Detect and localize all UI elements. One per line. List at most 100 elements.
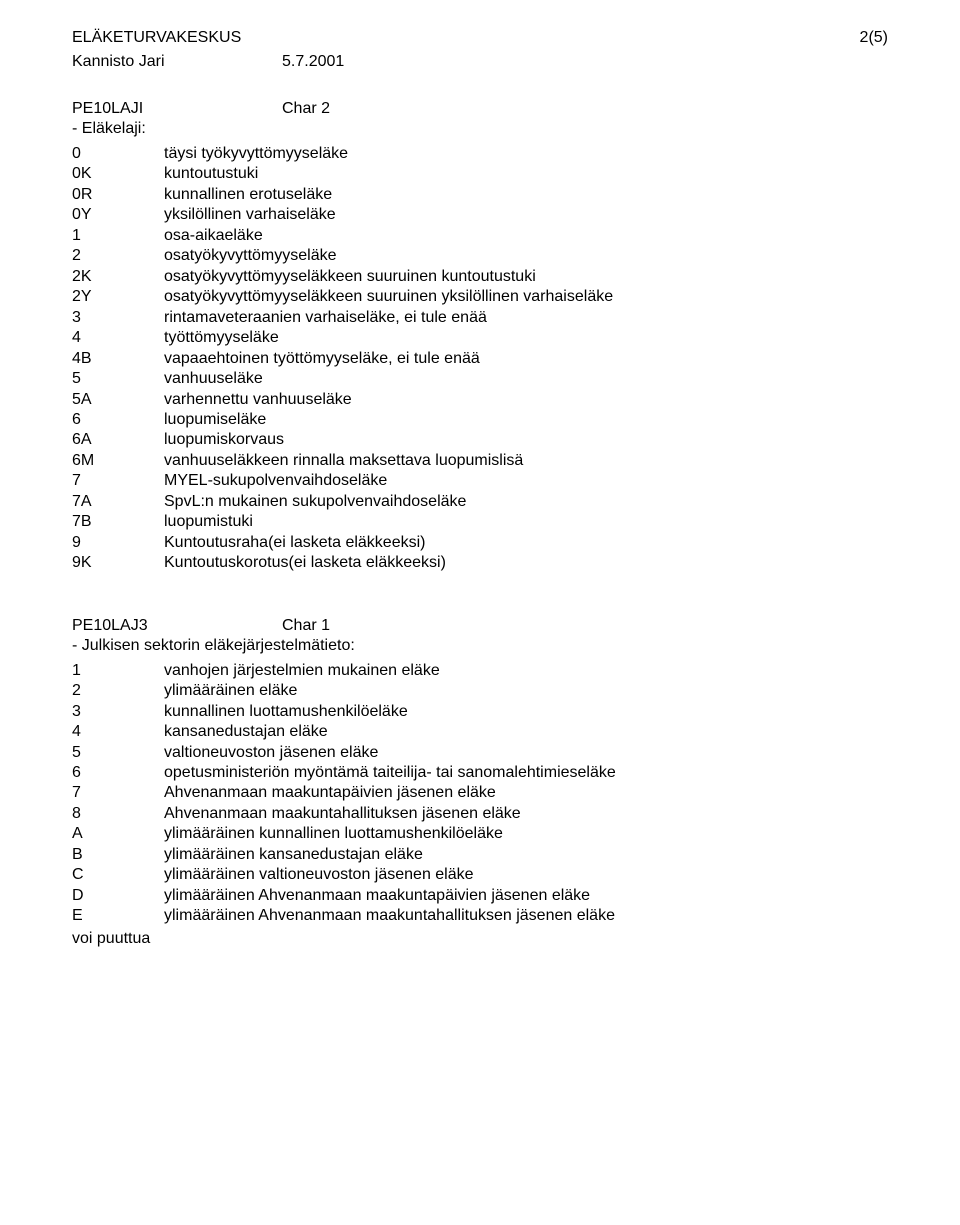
list-item: 2Yosatyökyvyttömyyseläkkeen suuruinen yk… — [72, 287, 888, 307]
list-item: 6Mvanhuuseläkkeen rinnalla maksettava lu… — [72, 451, 888, 471]
field-name: PE10LAJI — [72, 99, 282, 119]
code: 0Y — [72, 205, 164, 225]
field-header: PE10LAJI Char 2 — [72, 99, 888, 119]
org-name: ELÄKETURVAKESKUS — [72, 28, 241, 48]
list-item: 5valtioneuvoston jäsenen eläke — [72, 743, 888, 763]
desc: luopumistuki — [164, 512, 888, 532]
code: 3 — [72, 702, 164, 722]
list-item: 9KKuntoutuskorotus(ei lasketa eläkkeeksi… — [72, 553, 888, 573]
code: 2K — [72, 267, 164, 287]
code: 7A — [72, 492, 164, 512]
desc: opetusministeriön myöntämä taiteilija- t… — [164, 763, 888, 783]
list-item: Bylimääräinen kansanedustajan eläke — [72, 845, 888, 865]
list-item: 3rintamaveteraanien varhaiseläke, ei tul… — [72, 308, 888, 328]
desc: SpvL:n mukainen sukupolvenvaihdoseläke — [164, 492, 888, 512]
code: 2 — [72, 681, 164, 701]
field-label: - Eläkelaji: — [72, 119, 888, 139]
code: 3 — [72, 308, 164, 328]
code-list: 0täysi työkyvyttömyyseläke 0Kkuntoutustu… — [72, 144, 888, 574]
list-item: 5vanhuuseläke — [72, 369, 888, 389]
desc: kansanedustajan eläke — [164, 722, 888, 742]
code: 5 — [72, 743, 164, 763]
desc: Ahvenanmaan maakuntahallituksen jäsenen … — [164, 804, 888, 824]
list-item: Eylimääräinen Ahvenanmaan maakuntahallit… — [72, 906, 888, 926]
code: 1 — [72, 661, 164, 681]
list-item: Dylimääräinen Ahvenanmaan maakuntapäivie… — [72, 886, 888, 906]
code: 0 — [72, 144, 164, 164]
code: 6 — [72, 410, 164, 430]
desc: yksilöllinen varhaiseläke — [164, 205, 888, 225]
desc: osatyökyvyttömyyseläke — [164, 246, 888, 266]
footer-note: voi puuttua — [72, 929, 888, 949]
code-list: 1vanhojen järjestelmien mukainen eläke 2… — [72, 661, 888, 927]
list-item: 0Kkuntoutustuki — [72, 164, 888, 184]
desc: kuntoutustuki — [164, 164, 888, 184]
code: 7 — [72, 783, 164, 803]
desc: luopumiskorvaus — [164, 430, 888, 450]
header-row: ELÄKETURVAKESKUS 2(5) — [72, 28, 888, 48]
desc: vanhuuseläkkeen rinnalla maksettava luop… — [164, 451, 888, 471]
list-item: 8Ahvenanmaan maakuntahallituksen jäsenen… — [72, 804, 888, 824]
code: B — [72, 845, 164, 865]
desc: vanhojen järjestelmien mukainen eläke — [164, 661, 888, 681]
desc: varhennettu vanhuuseläke — [164, 390, 888, 410]
desc: täysi työkyvyttömyyseläke — [164, 144, 888, 164]
desc: MYEL-sukupolvenvaihdoseläke — [164, 471, 888, 491]
author-name: Kannisto Jari — [72, 52, 282, 72]
code: 4B — [72, 349, 164, 369]
field-label: - Julkisen sektorin eläkejärjestelmätiet… — [72, 636, 888, 656]
field-name: PE10LAJ3 — [72, 616, 282, 636]
list-item: 3kunnallinen luottamushenkilöeläke — [72, 702, 888, 722]
list-item: Cylimääräinen valtioneuvoston jäsenen el… — [72, 865, 888, 885]
list-item: 6opetusministeriön myöntämä taiteilija- … — [72, 763, 888, 783]
code: 6M — [72, 451, 164, 471]
desc: ylimääräinen eläke — [164, 681, 888, 701]
code: 7 — [72, 471, 164, 491]
section-pe10laji: PE10LAJI Char 2 - Eläkelaji: 0täysi työk… — [72, 99, 888, 574]
list-item: 7ASpvL:n mukainen sukupolvenvaihdoseläke — [72, 492, 888, 512]
code: A — [72, 824, 164, 844]
list-item: 1vanhojen järjestelmien mukainen eläke — [72, 661, 888, 681]
list-item: 7Bluopumistuki — [72, 512, 888, 532]
page: ELÄKETURVAKESKUS 2(5) Kannisto Jari 5.7.… — [0, 0, 960, 1225]
list-item: 2ylimääräinen eläke — [72, 681, 888, 701]
list-item: Aylimääräinen kunnallinen luottamushenki… — [72, 824, 888, 844]
section-pe10laj3: PE10LAJ3 Char 1 - Julkisen sektorin eläk… — [72, 616, 888, 950]
code: 7B — [72, 512, 164, 532]
code: E — [72, 906, 164, 926]
code: 2 — [72, 246, 164, 266]
code: 9 — [72, 533, 164, 553]
desc: ylimääräinen Ahvenanmaan maakuntapäivien… — [164, 886, 888, 906]
code: 4 — [72, 328, 164, 348]
list-item: 9Kuntoutusraha(ei lasketa eläkkeeksi) — [72, 533, 888, 553]
code: 0K — [72, 164, 164, 184]
code: 5A — [72, 390, 164, 410]
list-item: 7Ahvenanmaan maakuntapäivien jäsenen elä… — [72, 783, 888, 803]
desc: osatyökyvyttömyyseläkkeen suuruinen yksi… — [164, 287, 888, 307]
list-item: 7MYEL-sukupolvenvaihdoseläke — [72, 471, 888, 491]
desc: luopumiseläke — [164, 410, 888, 430]
desc: työttömyyseläke — [164, 328, 888, 348]
code: 8 — [72, 804, 164, 824]
code: 0R — [72, 185, 164, 205]
desc: Kuntoutuskorotus(ei lasketa eläkkeeksi) — [164, 553, 888, 573]
list-item: 4kansanedustajan eläke — [72, 722, 888, 742]
author-row: Kannisto Jari 5.7.2001 — [72, 52, 888, 72]
list-item: 4Bvapaaehtoinen työttömyyseläke, ei tule… — [72, 349, 888, 369]
desc: ylimääräinen kansanedustajan eläke — [164, 845, 888, 865]
desc: ylimääräinen valtioneuvoston jäsenen elä… — [164, 865, 888, 885]
list-item: 0Yyksilöllinen varhaiseläke — [72, 205, 888, 225]
list-item: 0täysi työkyvyttömyyseläke — [72, 144, 888, 164]
desc: ylimääräinen Ahvenanmaan maakuntahallitu… — [164, 906, 888, 926]
code: 1 — [72, 226, 164, 246]
date: 5.7.2001 — [282, 52, 344, 72]
list-item: 2Kosatyökyvyttömyyseläkkeen suuruinen ku… — [72, 267, 888, 287]
desc: Kuntoutusraha(ei lasketa eläkkeeksi) — [164, 533, 888, 553]
desc: rintamaveteraanien varhaiseläke, ei tule… — [164, 308, 888, 328]
list-item: 5Avarhennettu vanhuuseläke — [72, 390, 888, 410]
field-type: Char 2 — [282, 99, 330, 119]
desc: osatyökyvyttömyyseläkkeen suuruinen kunt… — [164, 267, 888, 287]
field-type: Char 1 — [282, 616, 330, 636]
code: 6A — [72, 430, 164, 450]
list-item: 2osatyökyvyttömyyseläke — [72, 246, 888, 266]
